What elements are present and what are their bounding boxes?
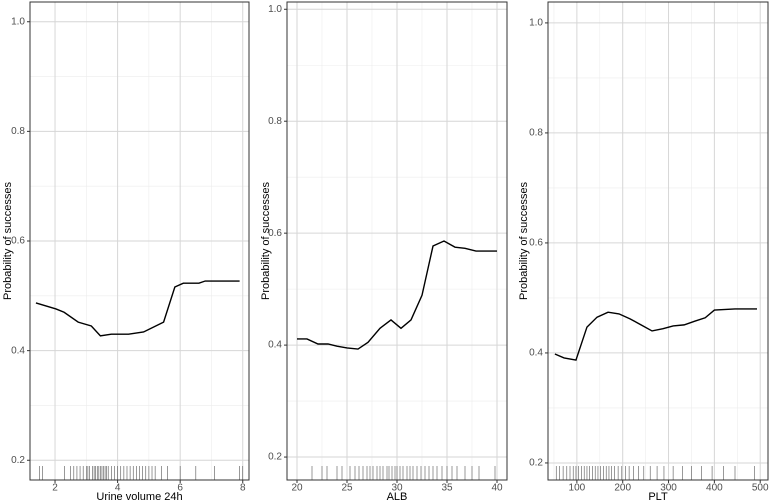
y-tick-label: 0.2	[529, 458, 543, 469]
y-tick-label: 0.6	[529, 238, 543, 249]
panel-border	[547, 1, 769, 481]
y-tick-label: 0.6	[268, 228, 282, 239]
x-tick-label: 100	[569, 483, 586, 494]
x-axis-title: Urine volume 24h	[96, 491, 182, 503]
x-tick-label: 4	[115, 483, 121, 494]
y-tick-label: 0.8	[268, 116, 282, 127]
y-tick-label: 1.0	[268, 4, 282, 15]
y-axis-title: Probability of successes	[2, 182, 14, 300]
x-tick-label: 25	[341, 483, 353, 494]
x-tick-label: 300	[660, 483, 677, 494]
y-tick-label: 0.4	[11, 345, 25, 356]
y-tick-label: 0.4	[268, 340, 282, 351]
y-tick-label: 1.0	[529, 18, 543, 29]
y-tick-label: 1.0	[11, 16, 25, 27]
x-tick-label: 40	[491, 483, 503, 494]
x-tick-label: 2	[52, 483, 58, 494]
y-tick-label: 0.2	[11, 455, 25, 466]
x-axis-title: PLT	[648, 491, 668, 503]
x-axis-title: ALB	[387, 491, 408, 503]
line	[297, 240, 497, 350]
y-axis-title: Probability of successes	[260, 182, 272, 300]
line	[554, 308, 757, 361]
y-axis-title: Probability of successes	[518, 182, 530, 300]
x-tick-label: 35	[441, 483, 453, 494]
panel-border	[286, 1, 508, 481]
x-tick-label: 8	[240, 483, 246, 494]
x-tick-label: 500	[752, 483, 769, 494]
y-tick-label: 0.6	[11, 236, 25, 247]
y-tick-label: 0.8	[11, 126, 25, 137]
x-tick-label: 6	[177, 483, 183, 494]
x-tick-label: 20	[291, 483, 303, 494]
x-tick-label: 200	[614, 483, 631, 494]
panel-border	[29, 1, 250, 481]
y-tick-label: 0.8	[529, 128, 543, 139]
x-tick-label: 30	[391, 483, 403, 494]
line	[35, 280, 240, 337]
x-tick-label: 400	[706, 483, 723, 494]
y-tick-label: 0.4	[529, 348, 543, 359]
y-tick-label: 0.2	[268, 452, 282, 463]
